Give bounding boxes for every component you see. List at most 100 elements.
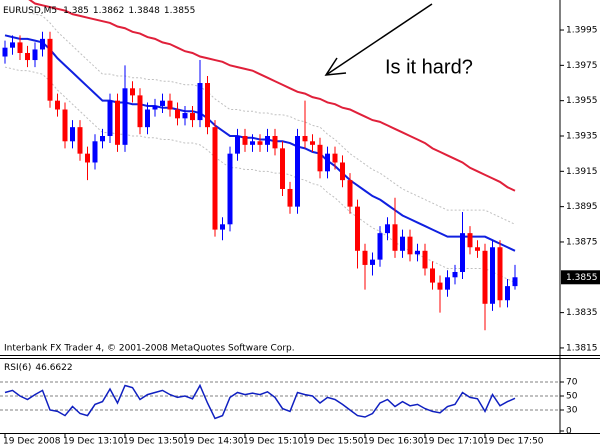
current-price-box — [561, 270, 600, 285]
x-tick-label: 19 Dec 2008 — [3, 437, 61, 447]
candle-body — [250, 141, 255, 145]
annotation-arrow — [325, 3, 433, 76]
chart-title: EURUSD,M5 — [3, 6, 57, 16]
current-price-label: 1.3855 — [566, 273, 598, 283]
y-tick-label: 1.3955 — [566, 96, 598, 106]
candle-body — [482, 250, 488, 304]
candle-body — [490, 247, 495, 304]
candle-body — [422, 250, 428, 269]
candle-body — [205, 83, 210, 128]
candle-body — [505, 286, 510, 301]
candle-body — [280, 148, 285, 189]
candle-body — [197, 83, 203, 121]
x-tick-label: 19 Dec 14:30 — [183, 437, 244, 447]
candle-body — [182, 113, 188, 119]
header-high: 1.3862 — [93, 6, 125, 16]
candle-body — [17, 42, 23, 53]
header-low: 1.3848 — [128, 6, 160, 16]
candle-body — [137, 95, 143, 128]
candle-body — [10, 42, 15, 48]
rsi-y-tick-label: 70 — [566, 378, 578, 388]
candle-body — [400, 236, 405, 251]
header-open: 1.385 — [63, 6, 89, 16]
y-tick-label: 1.3935 — [566, 131, 598, 141]
indicator-line — [4, 66, 516, 284]
candle-body — [167, 100, 173, 110]
candle-body — [100, 135, 105, 142]
y-tick-label: 1.3815 — [566, 343, 598, 353]
x-tick-label: 19 Dec 13:50 — [123, 437, 184, 447]
annotation-arrowhead — [324, 57, 347, 76]
candle-body — [160, 100, 165, 106]
annotation: Is it hard? — [385, 56, 473, 78]
candle-body — [2, 47, 8, 57]
rsi-title: RSI(6) — [4, 363, 31, 373]
y-tick-label: 1.3875 — [566, 237, 598, 247]
candle-body — [445, 277, 450, 290]
candle-body — [302, 135, 308, 142]
x-tick-label: 19 Dec 15:10 — [243, 437, 304, 447]
candle-body — [332, 153, 338, 163]
candle-body — [145, 109, 150, 128]
candle-body — [152, 105, 158, 110]
candle-body — [317, 144, 323, 172]
candle-body — [235, 135, 240, 154]
candle-body — [407, 236, 413, 255]
rsi-y-tick-label: 30 — [566, 406, 578, 416]
x-tick-label: 19 Dec 17:10 — [423, 437, 484, 447]
candle-body — [272, 135, 278, 149]
candle-body — [392, 224, 398, 251]
chart-header: EURUSD,M5 1.385 1.3862 1.3848 1.3855 — [3, 6, 195, 16]
candle-body — [227, 153, 233, 225]
candle-body — [377, 233, 383, 260]
candle-body — [460, 233, 465, 272]
footer: Interbank FX Trader 4, © 2001-2008 MetaQ… — [4, 344, 295, 354]
candle-body — [475, 247, 480, 251]
candle-body — [85, 153, 90, 163]
candle-body — [355, 206, 360, 251]
rsi-y-tick-label: 50 — [566, 392, 578, 402]
candle-body — [325, 153, 330, 172]
header-close: 1.3855 — [164, 6, 196, 16]
x-tick-label: 19 Dec 17:50 — [483, 437, 544, 447]
candle-body — [287, 188, 293, 207]
candle-body — [452, 271, 458, 278]
x-tick-label: 19 Dec 16:30 — [363, 437, 424, 447]
candle-body — [92, 141, 98, 163]
candle-body — [437, 282, 443, 290]
candle-body — [130, 88, 135, 96]
candle-body — [430, 268, 435, 283]
candle-body — [385, 224, 390, 234]
candle-body — [362, 250, 368, 265]
rsi-header: RSI(6) 46.6622 — [4, 363, 73, 373]
candle-body — [370, 259, 375, 265]
candle-body — [32, 49, 38, 61]
y-tick-label: 1.3975 — [566, 61, 598, 71]
y-tick-label: 1.3995 — [566, 26, 598, 36]
indicator-line — [28, 0, 516, 192]
y-tick-label: 1.3915 — [566, 167, 598, 177]
candle-body — [242, 135, 248, 145]
candle-body — [115, 100, 120, 145]
candle-body — [47, 38, 53, 101]
x-tick-label: 19 Dec 13:10 — [63, 437, 124, 447]
candle-body — [220, 224, 225, 230]
candle-body — [415, 250, 420, 255]
candle-body — [340, 162, 345, 181]
candle-body — [257, 141, 263, 145]
price-plot — [2, 0, 518, 331]
candle-body — [190, 113, 195, 121]
candle-body — [107, 100, 113, 136]
candle-body — [77, 127, 83, 154]
candle-body — [295, 135, 300, 207]
rsi-y-tick-label: 0 — [566, 427, 572, 437]
x-tick-label: 19 Dec 15:50 — [303, 437, 364, 447]
candle-body — [310, 141, 315, 145]
indicator-line — [4, 8, 516, 225]
candle-body — [62, 109, 68, 142]
y-tick-label: 1.3835 — [566, 308, 598, 318]
candle-body — [512, 277, 518, 287]
rsi-last-value: 46.6622 — [35, 363, 72, 373]
